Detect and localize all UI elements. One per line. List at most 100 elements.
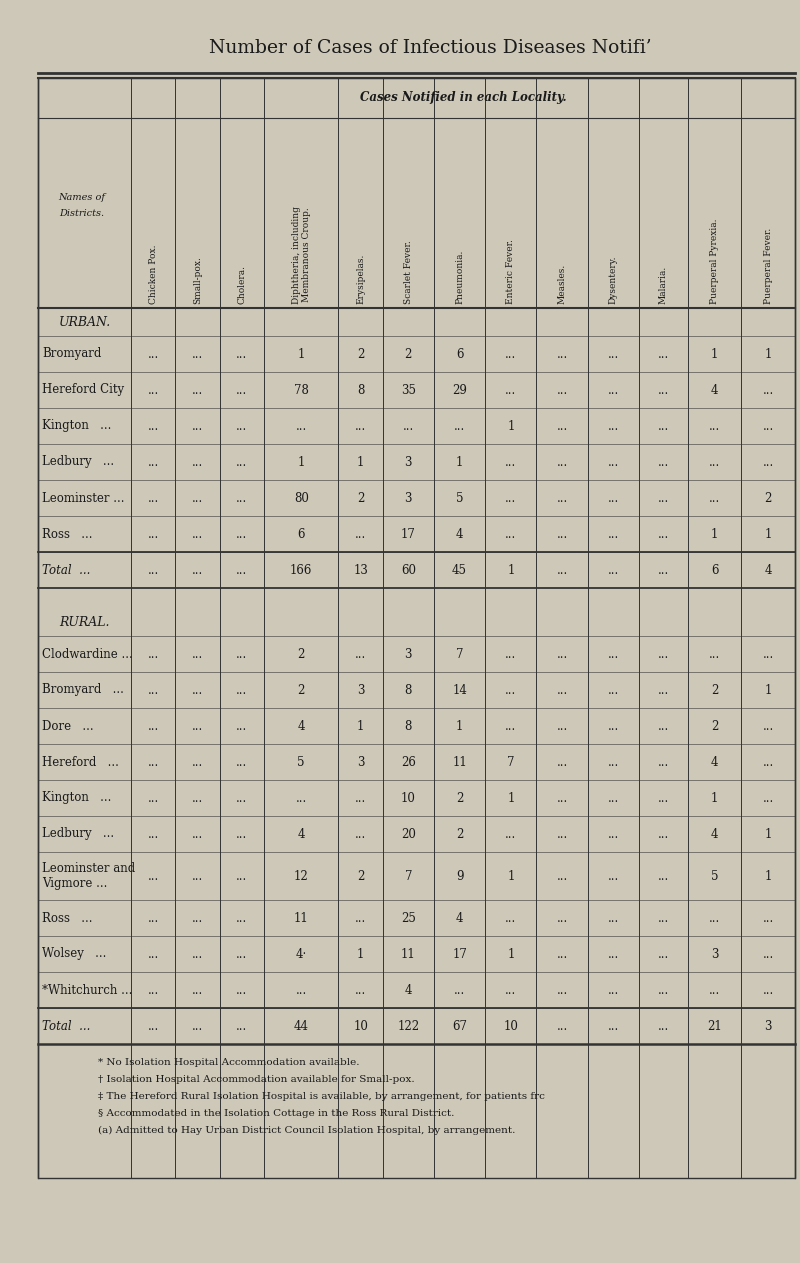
Text: ...: ...: [148, 683, 159, 696]
Text: Scarlet Fever.: Scarlet Fever.: [404, 240, 413, 304]
Text: 1: 1: [507, 869, 514, 883]
Text: ...: ...: [295, 792, 307, 805]
Text: ...: ...: [236, 720, 247, 733]
Text: Bromyard   ...: Bromyard ...: [42, 683, 124, 696]
Text: 1: 1: [507, 419, 514, 432]
Text: 1: 1: [711, 347, 718, 360]
Text: ...: ...: [506, 491, 517, 504]
Text: ...: ...: [658, 912, 669, 925]
Text: ...: ...: [658, 792, 669, 805]
Text: Cases Notified in each Locality.: Cases Notified in each Locality.: [360, 91, 566, 105]
Text: 4: 4: [711, 755, 718, 768]
Text: ...: ...: [148, 827, 159, 840]
Text: 20: 20: [401, 827, 416, 840]
Text: Malaria.: Malaria.: [659, 265, 668, 304]
Text: ...: ...: [506, 984, 517, 997]
Text: ...: ...: [192, 755, 203, 768]
Text: 1: 1: [298, 456, 305, 469]
Text: Ross   ...: Ross ...: [42, 528, 93, 541]
Text: ...: ...: [506, 648, 517, 661]
Text: ...: ...: [402, 419, 414, 432]
Text: ...: ...: [192, 648, 203, 661]
Text: URBAN.: URBAN.: [58, 316, 110, 328]
Text: ...: ...: [192, 912, 203, 925]
Text: 1: 1: [357, 720, 364, 733]
Text: 1: 1: [298, 347, 305, 360]
Text: Ledbury   ...: Ledbury ...: [42, 827, 114, 840]
Text: 6: 6: [456, 347, 463, 360]
Text: ...: ...: [557, 347, 568, 360]
Text: 1: 1: [711, 792, 718, 805]
Text: ...: ...: [355, 419, 366, 432]
Text: ...: ...: [236, 792, 247, 805]
Text: 122: 122: [398, 1019, 419, 1032]
Text: ...: ...: [557, 720, 568, 733]
Text: ...: ...: [762, 419, 774, 432]
Text: 1: 1: [456, 720, 463, 733]
Text: 6: 6: [711, 563, 718, 576]
Text: 166: 166: [290, 563, 312, 576]
Text: ...: ...: [506, 720, 517, 733]
Text: ...: ...: [557, 419, 568, 432]
Text: 14: 14: [452, 683, 467, 696]
Text: 4: 4: [405, 984, 412, 997]
Text: 8: 8: [357, 384, 364, 397]
Text: ...: ...: [192, 827, 203, 840]
Text: ...: ...: [762, 648, 774, 661]
Text: ...: ...: [608, 720, 619, 733]
Text: 1: 1: [357, 456, 364, 469]
Text: ...: ...: [506, 528, 517, 541]
Text: ...: ...: [557, 563, 568, 576]
Text: 3: 3: [711, 947, 718, 960]
Text: 10: 10: [503, 1019, 518, 1032]
Text: ...: ...: [709, 456, 720, 469]
Text: 11: 11: [452, 755, 467, 768]
Text: ...: ...: [557, 827, 568, 840]
Text: ...: ...: [608, 947, 619, 960]
Text: Pneumonia.: Pneumonia.: [455, 250, 464, 304]
Text: ...: ...: [608, 869, 619, 883]
Text: ...: ...: [762, 984, 774, 997]
Text: ...: ...: [236, 648, 247, 661]
Text: ...: ...: [355, 827, 366, 840]
Text: ...: ...: [148, 528, 159, 541]
Text: ...: ...: [148, 720, 159, 733]
Text: (a) Admitted to Hay Urban District Council Isolation Hospital, by arrangement.: (a) Admitted to Hay Urban District Counc…: [98, 1127, 515, 1135]
Text: 2: 2: [765, 491, 772, 504]
Text: 7: 7: [405, 869, 412, 883]
Text: ...: ...: [658, 456, 669, 469]
Text: ...: ...: [454, 419, 466, 432]
Text: ...: ...: [192, 347, 203, 360]
Text: ...: ...: [506, 827, 517, 840]
Text: ...: ...: [608, 1019, 619, 1032]
Text: 2: 2: [298, 648, 305, 661]
Text: ...: ...: [557, 912, 568, 925]
Text: Number of Cases of Infectious Diseases Notifi’: Number of Cases of Infectious Diseases N…: [209, 39, 651, 57]
Text: ...: ...: [762, 384, 774, 397]
Text: Names of: Names of: [58, 193, 105, 202]
Text: RURAL.: RURAL.: [59, 615, 110, 629]
Text: ...: ...: [608, 792, 619, 805]
Text: ...: ...: [236, 491, 247, 504]
Text: 67: 67: [452, 1019, 467, 1032]
Text: ...: ...: [236, 347, 247, 360]
Text: ...: ...: [557, 456, 568, 469]
Text: ...: ...: [148, 984, 159, 997]
Text: 7: 7: [507, 755, 514, 768]
Text: Enteric Fever.: Enteric Fever.: [506, 239, 515, 304]
Text: Total  ...: Total ...: [42, 563, 90, 576]
Text: ...: ...: [658, 720, 669, 733]
Text: ...: ...: [236, 947, 247, 960]
Text: 45: 45: [452, 563, 467, 576]
Text: ‡ The Hereford Rural Isolation Hospital is available, by arrangement, for patien: ‡ The Hereford Rural Isolation Hospital …: [98, 1092, 545, 1101]
Text: Diphtheria, including
Membranous Croup.: Diphtheria, including Membranous Croup.: [291, 206, 311, 304]
Text: 1: 1: [507, 792, 514, 805]
Text: ...: ...: [557, 528, 568, 541]
Text: 10: 10: [353, 1019, 368, 1032]
Text: ...: ...: [608, 912, 619, 925]
Text: Hereford City: Hereford City: [42, 384, 124, 397]
Text: ...: ...: [355, 984, 366, 997]
Text: 1: 1: [507, 947, 514, 960]
Text: 3: 3: [357, 755, 364, 768]
Text: ...: ...: [709, 912, 720, 925]
